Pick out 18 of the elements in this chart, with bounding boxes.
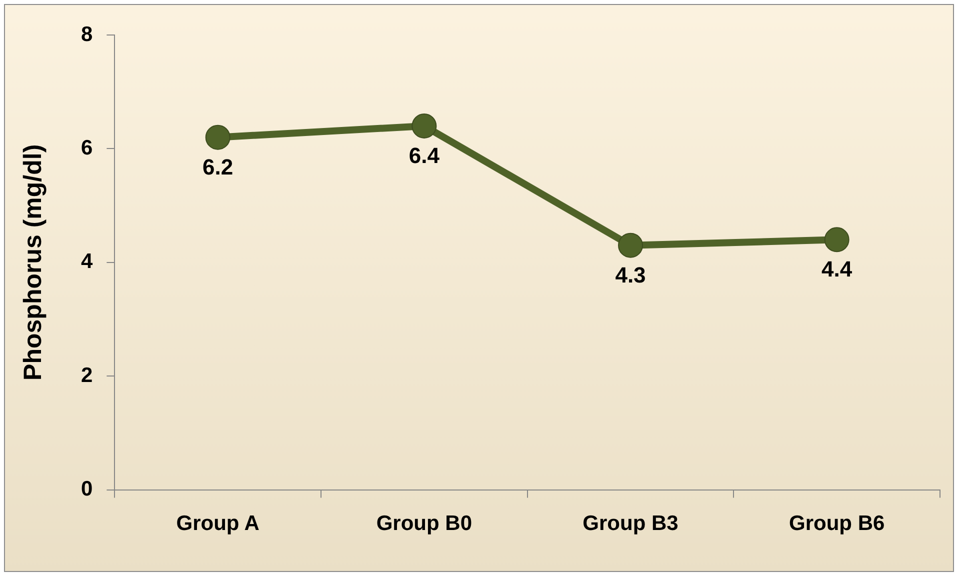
x-tick-label: Group B6 (789, 512, 885, 536)
y-tick-label: 0 (80, 478, 93, 501)
data-label: 6.2 (202, 154, 234, 180)
y-tick-label: 6 (80, 136, 93, 160)
data-label: 6.4 (408, 143, 440, 168)
y-tick-label: 2 (80, 364, 93, 387)
point (824, 227, 850, 252)
x-tick-label: Group B0 (376, 512, 472, 536)
x-tick-label: Group A (176, 512, 260, 536)
point (205, 124, 230, 150)
data-label: 4.3 (615, 262, 646, 288)
point (618, 232, 644, 258)
x-tick-label: Group B3 (582, 512, 678, 536)
y-axis-title: Phosphorus (mg/dl) (18, 144, 47, 380)
point (412, 113, 437, 138)
y-tick-label: 4 (80, 250, 93, 274)
y-tick-label: 8 (80, 22, 93, 46)
data-label: 4.4 (822, 256, 853, 282)
